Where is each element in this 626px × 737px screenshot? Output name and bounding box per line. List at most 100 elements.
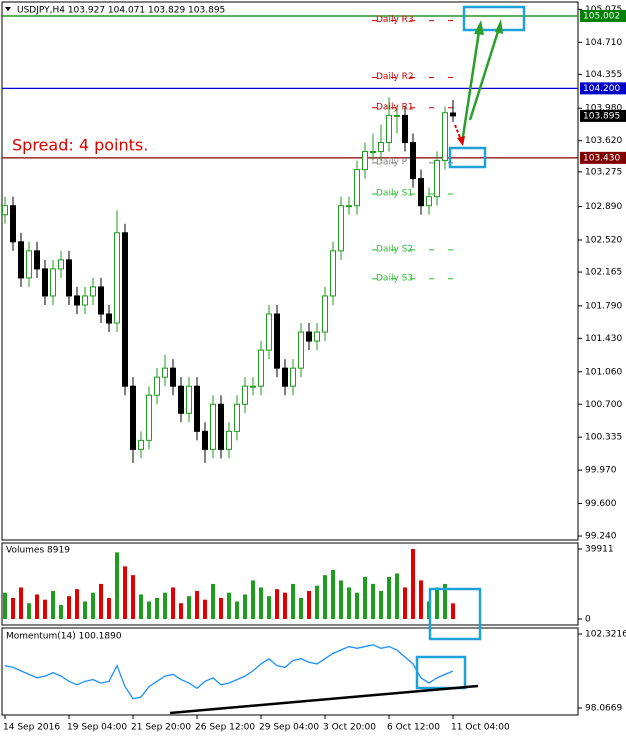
candle-body: [314, 331, 320, 342]
volume-bar: [435, 587, 439, 619]
candle-body: [162, 367, 168, 378]
candle-body: [42, 268, 48, 297]
arrow-head: [474, 19, 503, 35]
level-tag: [580, 151, 626, 164]
pivot-label: Daily R1: [376, 102, 414, 112]
volume-bar: [451, 603, 455, 619]
candle-body: [394, 114, 400, 117]
x-tick-label: 29 Sep 04:00: [259, 723, 319, 733]
y-tick-label: 104.710: [585, 38, 622, 48]
candle-body: [282, 367, 288, 387]
arrow: [460, 24, 482, 144]
volume-bar: [19, 587, 23, 619]
candle-body: [122, 232, 128, 387]
candle-body: [410, 142, 416, 180]
pivot-label: Daily S3: [376, 273, 413, 283]
volume-bar: [227, 592, 231, 619]
volume-bar: [35, 594, 39, 619]
volume-bar: [363, 576, 367, 619]
volume-bar: [131, 575, 135, 619]
candle-body: [362, 151, 368, 171]
candle-body: [90, 286, 96, 297]
level-tag: [580, 109, 626, 122]
volume-bar: [291, 583, 295, 619]
candle-body: [242, 385, 248, 405]
y-tick-label: 103.980: [585, 104, 622, 114]
volume-bar: [155, 597, 159, 619]
volume-panel: [1, 542, 579, 626]
candle-body: [186, 385, 192, 414]
candle-body: [138, 439, 144, 450]
volume-bar: [411, 549, 415, 619]
y-tick-label: 98.0669: [585, 703, 622, 713]
volume-bar: [83, 601, 87, 619]
y-tick-label: 39911: [585, 545, 614, 555]
pivot-label: Daily P: [376, 157, 408, 167]
candle-body: [418, 178, 424, 207]
volume-bar: [395, 573, 399, 619]
candle-body: [82, 295, 88, 306]
candle-body: [378, 142, 384, 153]
candle-body: [330, 250, 336, 297]
volume-bar: [163, 592, 167, 619]
volume-bar: [43, 599, 47, 619]
y-tick-label: 101.060: [585, 367, 622, 377]
candle-body: [258, 349, 264, 387]
arrow: [468, 24, 502, 121]
y-tick-label: 105.075: [585, 5, 622, 15]
volume-bar: [403, 587, 407, 619]
candle-body: [354, 169, 360, 207]
volume-bar: [307, 590, 311, 619]
candle-body: [402, 114, 408, 144]
y-tick-label: 101.430: [585, 334, 622, 344]
volume-bar: [171, 587, 175, 619]
candle-body: [298, 331, 304, 369]
volume-bar: [139, 594, 143, 619]
candle-body: [18, 241, 24, 279]
volume-bar: [299, 597, 303, 619]
pivot-label: Daily R3: [376, 15, 414, 25]
pivot-label: Daily S2: [376, 244, 413, 254]
annotations: [169, 5, 526, 715]
candle-body: [266, 313, 272, 351]
volume-bar: [75, 589, 79, 619]
x-tick-label: 6 Oct 12:00: [387, 723, 440, 733]
volume-bar: [323, 575, 327, 619]
volume-bar: [219, 597, 223, 619]
candle-body: [74, 295, 80, 306]
main-panel: [1, 1, 579, 541]
candle-body: [370, 151, 376, 154]
volume-bar: [331, 569, 335, 619]
candle-body: [306, 331, 312, 342]
volume-bar: [443, 583, 447, 619]
candle-body: [426, 196, 432, 207]
candle-body: [146, 394, 152, 441]
pivot-label: Daily S1: [376, 188, 413, 198]
level-label: 105.002: [583, 11, 620, 21]
volume-bar: [259, 587, 263, 619]
y-tick-label: 104.355: [585, 70, 622, 80]
y-tick-label: 100.700: [585, 400, 622, 410]
candle-body: [434, 160, 440, 198]
y-tick-label: 100.335: [585, 433, 622, 443]
volume-bar: [107, 597, 111, 619]
volume-bar: [203, 599, 207, 619]
volume-bar: [11, 597, 15, 619]
candle-body: [338, 205, 344, 252]
y-tick-label: 0: [585, 614, 591, 624]
candle-body: [34, 250, 40, 270]
y-tick-label: 102.3216: [585, 630, 626, 640]
volume-bar: [283, 592, 287, 619]
candle-body: [442, 112, 448, 162]
x-tick-label: 14 Sep 2016: [3, 723, 60, 733]
y-tick-label: 103.275: [585, 167, 622, 177]
volume-bar: [99, 583, 103, 619]
volume-bar: [355, 592, 359, 619]
volume-bar: [347, 587, 351, 619]
candle-body: [114, 232, 120, 324]
volume-bar: [419, 580, 423, 619]
volume-bar: [123, 566, 127, 619]
volume-bar: [147, 601, 151, 619]
momentum-panel: [1, 627, 579, 716]
